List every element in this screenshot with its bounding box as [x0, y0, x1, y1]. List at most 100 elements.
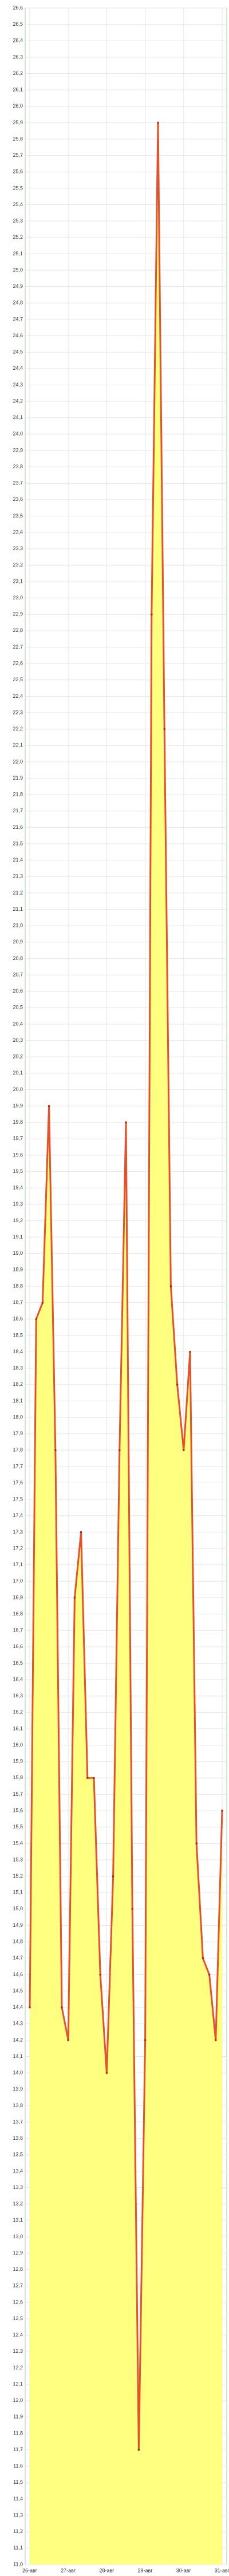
y-tick-label: 23,5 [13, 513, 23, 519]
y-tick-label: 11,4 [13, 2496, 23, 2502]
y-tick-label: 24,8 [13, 300, 23, 306]
y-tick-label: 13,5 [13, 2152, 23, 2158]
y-tick-label: 19,2 [13, 1218, 23, 1223]
point [125, 1121, 127, 1124]
y-tick-label: 11,6 [13, 2463, 23, 2469]
y-tick-label: 16,3 [13, 1693, 23, 1698]
y-tick-label: 15,8 [13, 1775, 23, 1780]
point [61, 2006, 63, 2009]
y-tick-label: 25,9 [13, 120, 23, 125]
y-tick-label: 12,2 [13, 2365, 23, 2370]
point [54, 1449, 57, 1452]
y-tick-label: 15,6 [13, 1807, 23, 1813]
y-tick-label: 18,3 [13, 1365, 23, 1371]
y-tick-label: 26,1 [13, 87, 23, 93]
y-tick-label: 25,8 [13, 136, 23, 141]
y-tick-label: 20,9 [13, 939, 23, 945]
y-tick-label: 17,2 [13, 1545, 23, 1551]
y-tick-label: 16,0 [13, 1742, 23, 1748]
y-tick-label: 15,5 [13, 1824, 23, 1830]
y-tick-label: 24,2 [13, 398, 23, 404]
point [208, 1973, 211, 1976]
y-tick-label: 17,5 [13, 1496, 23, 1502]
y-tick-label: 12,4 [13, 2332, 23, 2338]
y-tick-label: 23,4 [13, 529, 23, 535]
point [183, 1449, 185, 1452]
y-tick-label: 20,3 [13, 1037, 23, 1043]
y-tick-label: 24,0 [13, 431, 23, 437]
point [176, 1383, 179, 1386]
y-tick-label: 25,1 [13, 251, 23, 256]
y-tick-label: 24,4 [13, 365, 23, 371]
y-tick-label: 12,8 [13, 2266, 23, 2272]
y-tick-label: 24,1 [13, 414, 23, 420]
y-tick-label: 20,6 [13, 988, 23, 994]
point [169, 1285, 172, 1287]
y-tick-label: 11,2 [13, 2528, 23, 2534]
y-tick-label: 25,2 [13, 234, 23, 240]
y-tick-label: 24,7 [13, 316, 23, 322]
y-tick-label: 11,5 [13, 2479, 23, 2485]
point [221, 1809, 223, 1812]
y-tick-label: 15,1 [13, 1890, 23, 1895]
point [93, 1777, 95, 1779]
y-tick-label: 16,6 [13, 1643, 23, 1649]
y-tick-label: 22,6 [13, 661, 23, 666]
y-tick-label: 13,8 [13, 2103, 23, 2108]
y-tick-label: 14,9 [13, 1922, 23, 1928]
y-tick-label: 17,3 [13, 1529, 23, 1535]
y-tick-label: 21,1 [13, 906, 23, 912]
y-tick-label: 11,3 [13, 2512, 23, 2518]
y-tick-label: 21,4 [13, 857, 23, 863]
y-tick-label: 20,7 [13, 971, 23, 977]
y-tick-label: 22,3 [13, 709, 23, 715]
point [86, 1777, 89, 1779]
y-tick-label: 19,0 [13, 1250, 23, 1256]
y-tick-label: 23,6 [13, 496, 23, 502]
y-tick-label: 23,7 [13, 480, 23, 486]
y-tick-label: 23,2 [13, 562, 23, 568]
y-tick-label: 13,9 [13, 2086, 23, 2092]
y-tick-label: 16,9 [13, 1594, 23, 1600]
y-tick-label: 17,9 [13, 1431, 23, 1436]
x-tick-label: 26-авг [22, 2567, 38, 2573]
point [119, 1449, 121, 1452]
y-tick-label: 11,9 [13, 2414, 23, 2420]
y-tick-label: 21,8 [13, 792, 23, 797]
y-tick-label: 22,9 [13, 611, 23, 617]
y-tick-label: 14,5 [13, 1988, 23, 1993]
y-tick-label: 26,0 [13, 103, 23, 109]
y-tick-label: 22,2 [13, 726, 23, 732]
y-tick-label: 25,0 [13, 267, 23, 272]
y-tick-label: 25,6 [13, 169, 23, 175]
y-tick-label: 25,5 [13, 185, 23, 191]
y-tick-label: 12,1 [13, 2381, 23, 2387]
y-tick-label: 19,4 [13, 1185, 23, 1191]
point [157, 121, 159, 124]
y-tick-label: 17,0 [13, 1578, 23, 1584]
y-tick-label: 16,8 [13, 1611, 23, 1617]
y-tick-label: 26,3 [13, 54, 23, 60]
y-tick-label: 15,3 [13, 1856, 23, 1862]
point [137, 2448, 140, 2451]
y-tick-label: 20,0 [13, 1086, 23, 1092]
y-tick-label: 17,8 [13, 1447, 23, 1453]
x-tick-label: 29-авг [138, 2567, 153, 2573]
y-tick-label: 20,4 [13, 1021, 23, 1026]
point [29, 2006, 31, 2009]
y-tick-label: 26,5 [13, 21, 23, 27]
y-tick-label: 17,6 [13, 1480, 23, 1485]
y-tick-label: 23,3 [13, 546, 23, 551]
y-tick-label: 14,0 [13, 2070, 23, 2076]
y-tick-label: 11,1 [13, 2545, 23, 2551]
y-tick-label: 20,5 [13, 1005, 23, 1010]
x-tick-label: 27-авг [61, 2567, 76, 2573]
point [151, 613, 153, 616]
y-tick-label: 13,2 [13, 2201, 23, 2207]
y-tick-label: 24,6 [13, 333, 23, 338]
x-tick-label: 30-авг [176, 2567, 192, 2573]
y-tick-label: 11,7 [13, 2447, 23, 2452]
y-tick-label: 22,1 [13, 742, 23, 748]
y-tick-label: 16,7 [13, 1627, 23, 1633]
y-tick-label: 19,8 [13, 1119, 23, 1125]
